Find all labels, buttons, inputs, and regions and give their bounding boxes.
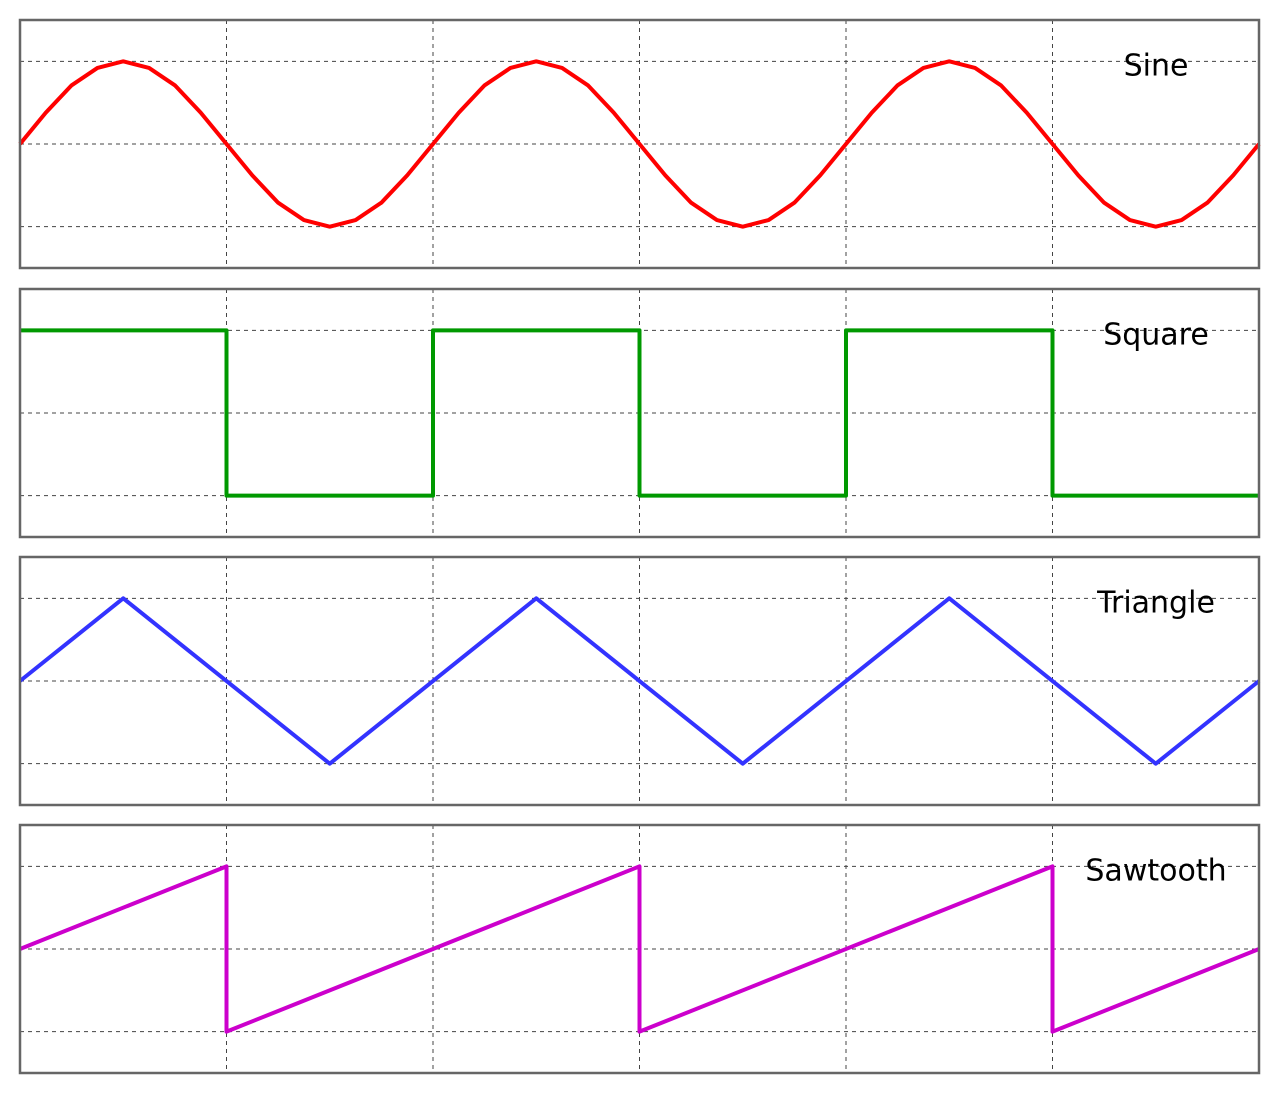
panel-title: Square bbox=[1103, 318, 1209, 353]
waveform-line bbox=[19, 864, 1260, 1034]
panel-border bbox=[18, 555, 1261, 807]
panel-border bbox=[18, 18, 1261, 270]
panel-border bbox=[18, 823, 1261, 1075]
panel-border bbox=[18, 287, 1261, 539]
panel-title: Triangle bbox=[1096, 586, 1215, 621]
panel-title: Sawtooth bbox=[1085, 854, 1226, 889]
panel-title: Sine bbox=[1124, 49, 1189, 84]
waveform-line bbox=[20, 328, 1259, 498]
waveform-line bbox=[18, 596, 1261, 766]
waveform-line bbox=[18, 59, 1261, 229]
